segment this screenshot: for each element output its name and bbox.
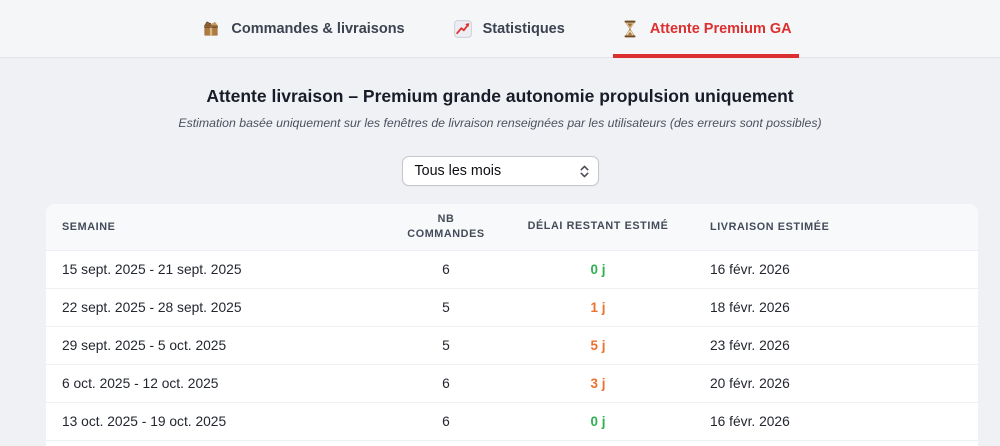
cell-delai-restant: 5 j	[516, 325, 680, 364]
hourglass-icon	[620, 19, 640, 39]
page-title: Attente livraison – Premium grande auton…	[206, 86, 794, 106]
cell-livraison-estimee: 23 févr. 2026	[680, 325, 978, 364]
cell-livraison-estimee: 18 févr. 2026	[680, 287, 978, 326]
cell-delai-restant: 0 j	[516, 401, 680, 440]
chevron-up-down-icon	[578, 164, 591, 179]
cell-nb-commandes: 5	[376, 287, 516, 326]
table-row: 15 sept. 2025 - 21 sept. 2025 6 0 j 16 f…	[46, 249, 978, 288]
delivery-table-card: SEMAINE NB COMMANDES DÉLAI RESTANT ESTIM…	[46, 204, 978, 446]
table-row-partial	[46, 439, 978, 446]
tab-label: Statistiques	[482, 20, 565, 37]
month-filter-selected-value: Tous les mois	[414, 163, 502, 179]
cell-delai-restant: 0 j	[516, 249, 680, 288]
table-header-row: SEMAINE NB COMMANDES DÉLAI RESTANT ESTIM…	[46, 204, 978, 250]
cell-semaine: 29 sept. 2025 - 5 oct. 2025	[46, 325, 376, 364]
cell-semaine: 13 oct. 2025 - 19 oct. 2025	[46, 401, 376, 440]
column-header-delai-restant: DÉLAI RESTANT ESTIMÉ	[516, 204, 680, 250]
cell-semaine: 15 sept. 2025 - 21 sept. 2025	[46, 249, 376, 288]
column-header-nb-commandes: NB COMMANDES	[376, 204, 516, 250]
tab-label: Attente Premium GA	[649, 20, 792, 37]
month-filter-select[interactable]: Tous les mois	[401, 156, 599, 186]
column-header-livraison-estimee: LIVRAISON ESTIMÉE	[680, 204, 978, 250]
table-row: 29 sept. 2025 - 5 oct. 2025 5 5 j 23 fév…	[46, 325, 978, 364]
table-row: 13 oct. 2025 - 19 oct. 2025 6 0 j 16 fév…	[46, 401, 978, 440]
tab-commandes-livraisons[interactable]: Commandes & livraisons	[201, 0, 405, 57]
cell-nb-commandes: 6	[376, 401, 516, 440]
column-header-semaine: SEMAINE	[46, 204, 376, 250]
tab-statistiques[interactable]: Statistiques	[453, 0, 565, 57]
month-filter-row: Tous les mois	[0, 156, 1000, 186]
table-row: 22 sept. 2025 - 28 sept. 2025 5 1 j 18 f…	[46, 287, 978, 326]
cell-livraison-estimee: 16 févr. 2026	[680, 249, 978, 288]
table-row: 6 oct. 2025 - 12 oct. 2025 6 3 j 20 févr…	[46, 363, 978, 402]
cell-livraison-estimee: 16 févr. 2026	[680, 401, 978, 440]
tab-label: Commandes & livraisons	[231, 20, 405, 37]
cell-semaine: 6 oct. 2025 - 12 oct. 2025	[46, 363, 376, 402]
page-subtitle: Estimation basée uniquement sur les fenê…	[178, 116, 822, 130]
cell-delai-restant: 1 j	[516, 287, 680, 326]
cell-nb-commandes: 6	[376, 363, 516, 402]
package-icon	[201, 19, 221, 39]
tab-attente-premium-ga[interactable]: Attente Premium GA	[612, 0, 799, 58]
cell-nb-commandes: 5	[376, 325, 516, 364]
cell-nb-commandes: 6	[376, 249, 516, 288]
delivery-table: SEMAINE NB COMMANDES DÉLAI RESTANT ESTIM…	[46, 204, 978, 446]
cell-livraison-estimee: 20 févr. 2026	[680, 363, 978, 402]
chart-increasing-icon	[453, 19, 473, 39]
tab-bar: Commandes & livraisons Statistiques Atte…	[0, 0, 1000, 58]
cell-delai-restant: 3 j	[516, 363, 680, 402]
cell-semaine: 22 sept. 2025 - 28 sept. 2025	[46, 287, 376, 326]
